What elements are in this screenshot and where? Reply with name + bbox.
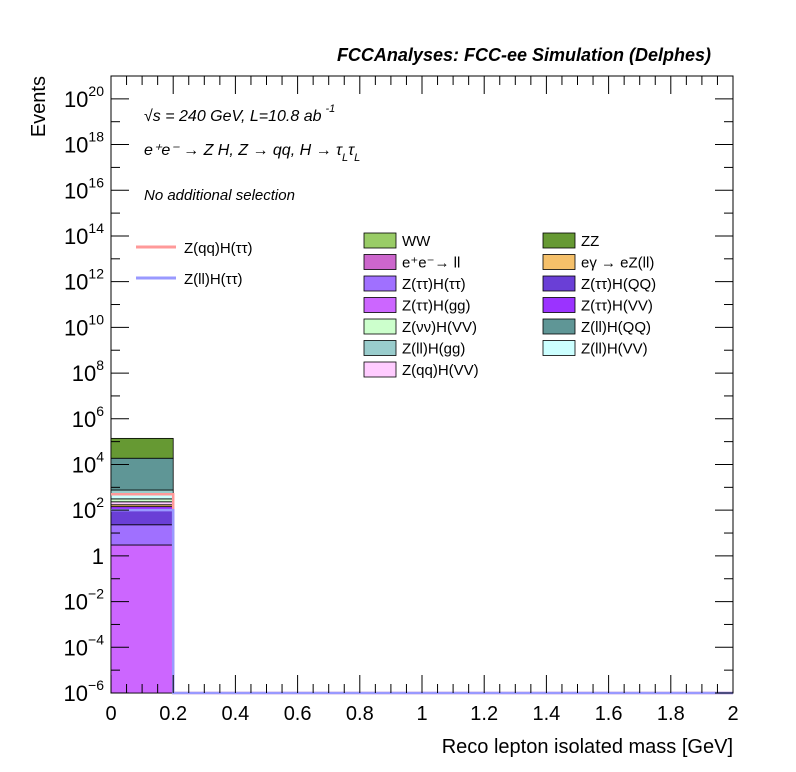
axes: 0 0.2 0.4 0.6 0.8 1 1.2 1.4 1.6 1.8 2 1020 1018 1016 1… <box>64 75 739 725</box>
x-tick-label-3: 0.6 <box>284 703 312 725</box>
x-tick-label-5: 1 <box>416 703 427 725</box>
legend: Z(qq)H(ττ) Z(ll)H(ττ) WW ZZ e⁺e⁻→ ll eγ → eZ(… <box>136 232 656 379</box>
legend-swatch-5 <box>542 275 576 292</box>
legend-label-1: ZZ <box>581 233 599 250</box>
y-tick-label-13: 10−6 <box>64 677 105 706</box>
legend-label-7: Z(ττ)H(VV) <box>581 298 653 315</box>
legend-signal-label-0: Z(qq)H(ττ) <box>184 240 253 257</box>
legend-label-2: e⁺e⁻→ ll <box>402 255 460 272</box>
selection-annotation: No additional selection <box>144 187 295 204</box>
chart-title: FCCAnalyses: FCC-ee Simulation (Delphes) <box>337 45 711 65</box>
process-annotation: e⁺e⁻ → Z H, Z → qq, H → τLτL <box>144 142 360 164</box>
legend-swatch-2 <box>363 254 397 270</box>
x-tick-label-7: 1.4 <box>532 703 560 725</box>
stack-bar-0 <box>110 544 174 694</box>
legend-swatch-11 <box>542 340 576 356</box>
legend-label-8: Z(νν)H(VV) <box>402 319 477 336</box>
legend-label-4: Z(ττ)H(ττ) <box>402 276 466 293</box>
x-tick-label-8: 1.6 <box>595 703 623 725</box>
x-tick-label-1: 0.2 <box>159 703 187 725</box>
y-tick-label-10: 1 <box>92 544 104 569</box>
y-tick-label-0: 1020 <box>64 83 104 112</box>
legend-swatch-10 <box>363 340 397 356</box>
legend-swatch-8 <box>363 318 397 335</box>
stack-bar-10 <box>110 437 174 459</box>
x-tick-label-10: 2 <box>727 703 738 725</box>
y-tick-label-1: 1018 <box>64 129 104 158</box>
x-tick-label-9: 1.8 <box>657 703 685 725</box>
plot-frame <box>110 75 734 694</box>
legend-label-5: Z(ττ)H(QQ) <box>581 276 656 293</box>
y-axis-title: Events <box>28 76 50 137</box>
stack-bar-1 <box>110 524 174 546</box>
legend-swatch-4 <box>363 275 397 292</box>
stack-bar-7 <box>110 494 174 500</box>
x-axis-title: Reco lepton isolated mass [GeV] <box>442 736 733 758</box>
legend-swatch-0 <box>363 232 397 249</box>
y-tick-label-4: 1012 <box>64 266 104 295</box>
signal-line-1 <box>111 508 733 695</box>
signal-histograms <box>111 492 733 695</box>
y-tick-label-5: 1010 <box>64 311 104 340</box>
stack-bar-2 <box>110 509 174 526</box>
legend-swatch-7 <box>542 297 576 313</box>
legend-swatch-3 <box>542 254 576 270</box>
y-tick-label-11: 10−2 <box>64 586 105 615</box>
legend-label-6: Z(ττ)H(gg) <box>402 298 471 315</box>
stacked-histogram <box>110 437 174 694</box>
legend-swatch-9 <box>542 318 576 335</box>
x-tick-label-6: 1.2 <box>470 703 498 725</box>
stack-bar-5 <box>110 501 174 506</box>
legend-label-12: Z(qq)H(VV) <box>402 362 479 379</box>
y-tick-label-8: 104 <box>72 448 104 477</box>
legend-label-3: eγ → eZ(ll) <box>581 255 654 272</box>
stack-bar-6 <box>110 498 174 503</box>
legend-swatch-1 <box>542 232 576 249</box>
energy-annotation: √s = 240 GeV, L=10.8 ab -1 <box>144 103 335 125</box>
legend-label-10: Z(ll)H(gg) <box>402 341 465 358</box>
legend-swatch-12 <box>363 361 397 378</box>
signal-line-0 <box>111 492 733 695</box>
y-tick-label-3: 1014 <box>64 220 104 249</box>
legend-swatch-6 <box>363 297 397 313</box>
x-tick-label-0: 0 <box>105 703 116 725</box>
legend-label-9: Z(ll)H(QQ) <box>581 319 651 336</box>
y-tick-label-12: 10−4 <box>64 631 105 660</box>
legend-label-11: Z(ll)H(VV) <box>581 341 648 358</box>
stack-bar-9 <box>110 457 174 491</box>
y-tick-label-6: 108 <box>72 357 104 386</box>
y-tick-label-2: 1016 <box>64 174 104 203</box>
legend-label-0: WW <box>402 233 431 250</box>
y-tick-label-7: 106 <box>72 403 104 432</box>
y-tick-label-9: 102 <box>72 494 104 523</box>
legend-signal-label-1: Z(ll)H(ττ) <box>184 271 243 288</box>
x-tick-label-4: 0.8 <box>346 703 374 725</box>
x-tick-label-2: 0.4 <box>221 703 249 725</box>
